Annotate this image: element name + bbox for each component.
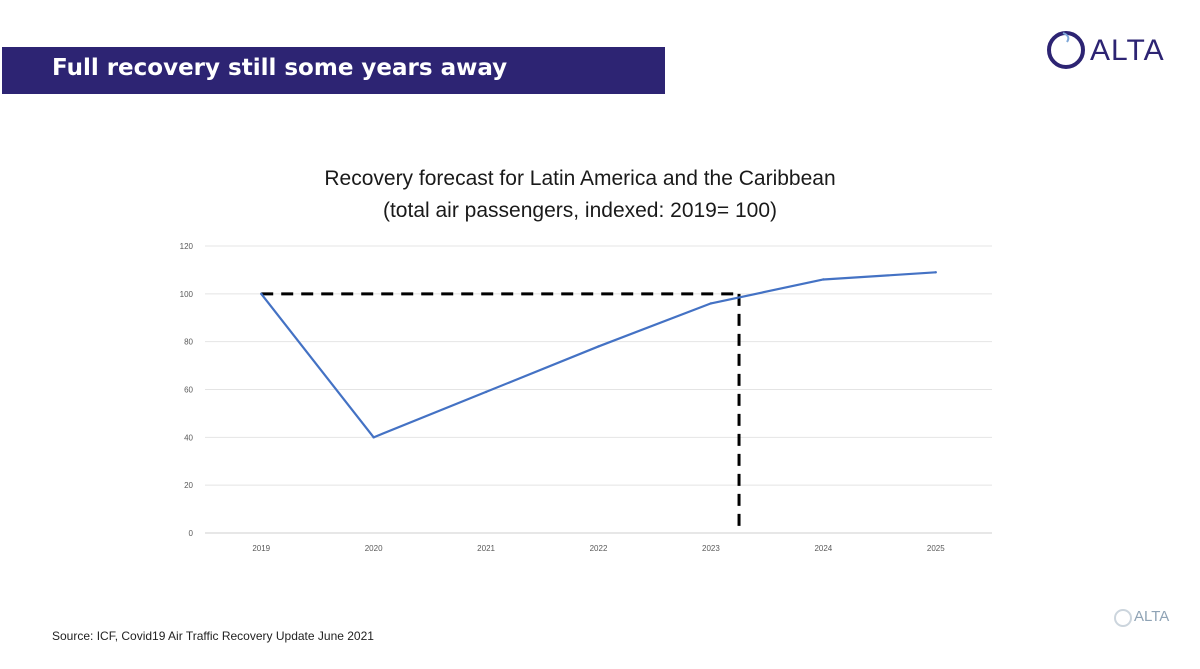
y-tick-label: 40 <box>184 433 193 442</box>
page-title: Full recovery still some years away <box>52 55 508 81</box>
alta-watermark-icon <box>1114 609 1132 627</box>
chart-subtitle: (total air passengers, indexed: 2019= 10… <box>382 199 777 222</box>
y-tick-label: 120 <box>180 242 194 251</box>
watermark-text: ALTA <box>1134 608 1170 625</box>
logo-text: ALTA <box>1090 34 1165 67</box>
y-tick-label: 60 <box>184 386 193 395</box>
data-point <box>934 271 937 274</box>
data-point <box>597 345 600 348</box>
series-line <box>260 271 936 439</box>
data-point <box>260 292 263 296</box>
x-tick-label: 2023 <box>702 544 720 553</box>
x-tick-label: 2024 <box>814 544 832 553</box>
data-point <box>709 302 713 305</box>
x-tick-label: 2025 <box>927 544 945 553</box>
y-tick-label: 100 <box>180 290 194 299</box>
alta-logo-icon <box>1047 31 1085 69</box>
title-banner <box>2 47 665 94</box>
x-tick-label: 2019 <box>252 544 270 553</box>
data-point <box>484 390 488 394</box>
y-tick-label: 20 <box>184 481 193 490</box>
y-tick-label: 80 <box>184 338 193 347</box>
x-tick-label: 2021 <box>477 544 495 553</box>
data-point <box>822 278 825 281</box>
x-tick-label: 2022 <box>590 544 608 553</box>
source-note: Source: ICF, Covid19 Air Traffic Recover… <box>52 629 374 643</box>
y-tick-label: 0 <box>189 529 194 538</box>
x-tick-label: 2020 <box>365 544 383 553</box>
chart-title: Recovery forecast for Latin America and … <box>324 167 836 190</box>
data-point <box>372 436 375 439</box>
